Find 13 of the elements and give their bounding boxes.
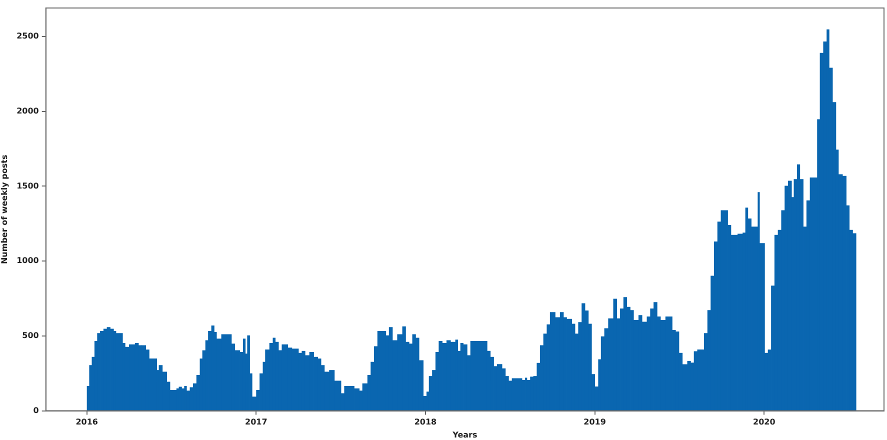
y-tick-label: 1000 <box>16 256 40 266</box>
y-tick-label: 1500 <box>16 181 40 190</box>
x-tick-label: 2020 <box>752 418 776 427</box>
x-tick-label: 2016 <box>76 418 98 427</box>
x-tick-label: 2018 <box>414 418 438 427</box>
x-tick-label: 2019 <box>584 418 606 427</box>
x-axis-title: Years <box>452 430 478 440</box>
y-tick-label: 0 <box>33 406 40 415</box>
y-tick-label: 2000 <box>16 106 40 116</box>
y-tick-label: 2500 <box>16 32 40 41</box>
x-tick-label: 2017 <box>245 418 268 427</box>
y-axis-title: Number of weekly posts <box>0 154 9 264</box>
y-tick-label: 500 <box>22 331 40 340</box>
